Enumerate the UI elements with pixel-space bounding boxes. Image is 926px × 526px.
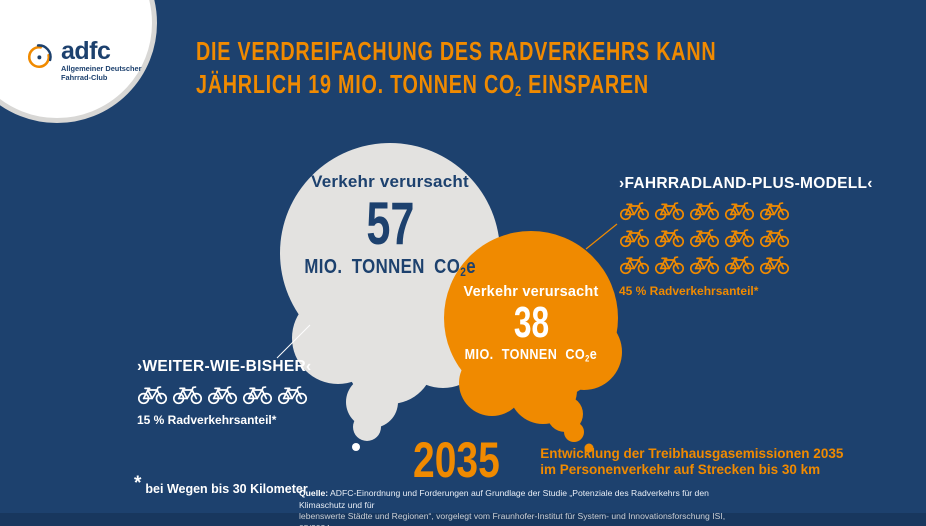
scenario-right-share: 45 % Radverkehrsanteil* <box>619 284 759 298</box>
bicycle-icon <box>724 255 755 275</box>
headline-line1: DIE VERDREIFACHUNG DES RADVERKEHRS KANN <box>196 36 717 66</box>
footnote: * bei Wegen bis 30 Kilometer <box>134 473 308 498</box>
year-description-line2: im Personenverkehr auf Strecken bis 30 k… <box>540 462 821 477</box>
right-connector-line <box>585 223 618 250</box>
footnote-text: bei Wegen bis 30 Kilometer <box>145 482 308 496</box>
adfc-subtitle-line1: Allgemeiner Deutscher <box>61 64 142 73</box>
bicycle-icon <box>689 228 720 248</box>
bicycle-icon <box>759 255 790 275</box>
bubble-current-scenario: Verkehr verursacht 57 MIO. TONNEN CO2e <box>284 172 496 279</box>
bicycle-icon <box>759 201 790 221</box>
bubble-orange-unit: MIO. TONNEN CO2e <box>464 346 598 364</box>
gray-cloud-shape <box>280 143 500 451</box>
year-description: Entwicklung der Treibhausgasemissionen 2… <box>540 446 843 478</box>
bubble-orange-caption: Verkehr verursacht <box>463 284 599 300</box>
adfc-subtitle-line2: Fahrrad-Club <box>61 73 108 82</box>
year-callout: 2035 Entwicklung der Treibhausgasemissio… <box>413 432 843 488</box>
source-line1: Quelle: ADFC-Einordnung und Forderungen … <box>299 488 709 510</box>
bike-pictograms-white <box>137 385 317 405</box>
bubble-gray-caption: Verkehr verursacht <box>311 172 469 191</box>
bottom-shade-band <box>0 513 926 526</box>
bubble-orange-value: 38 <box>513 298 549 347</box>
bicycle-icon <box>619 255 650 275</box>
bicycle-icon <box>277 385 308 405</box>
scenario-weiter-wie-bisher: ›WEITER-WIE-BISHER‹ 15 % Radverkehrsante… <box>137 358 317 427</box>
bicycle-icon <box>654 255 685 275</box>
bicycle-icon <box>137 385 168 405</box>
scenario-fahrradland-plus: ›FAHRRADLAND-PLUS-MODELL‹ 45 % Radverkeh… <box>619 175 873 298</box>
bicycle-icon <box>689 255 720 275</box>
headline: DIE VERDREIFACHUNG DES RADVERKEHRS KANN … <box>196 35 881 109</box>
year-description-line1: Entwicklung der Treibhausgasemissionen 2… <box>540 446 844 461</box>
adfc-wheel-icon <box>28 44 52 68</box>
bicycle-icon <box>724 228 755 248</box>
source-note: Quelle: ADFC-Einordnung und Forderungen … <box>299 488 729 526</box>
bicycle-icon <box>689 201 720 221</box>
bicycle-icon <box>172 385 203 405</box>
scenario-right-label: ›FAHRRADLAND-PLUS-MODELL‹ <box>619 175 873 192</box>
bicycle-icon <box>724 201 755 221</box>
bike-pictograms-orange <box>619 201 797 275</box>
bicycle-icon <box>654 201 685 221</box>
asterisk-marker: * <box>134 473 142 494</box>
bubble-plus-scenario: Verkehr verursacht 38 MIO. TONNEN CO2e <box>447 284 615 363</box>
bicycle-icon <box>759 228 790 248</box>
orange-cloud-shape <box>444 231 622 453</box>
scenario-left-label: ›WEITER-WIE-BISHER‹ <box>137 358 312 375</box>
headline-line2: JÄHRLICH 19 MIO. TONNEN CO2 EINSPAREN <box>196 69 649 101</box>
scenario-left-share: 15 % Radverkehrsanteil* <box>137 413 277 427</box>
bicycle-icon <box>619 228 650 248</box>
bicycle-icon <box>619 201 650 221</box>
bicycle-icon <box>242 385 273 405</box>
bubble-gray-unit: MIO. TONNEN CO2e <box>304 256 476 279</box>
adfc-brand-name: adfc <box>61 37 111 65</box>
bicycle-icon <box>654 228 685 248</box>
bubble-gray-value: 57 <box>365 190 415 257</box>
year-2035: 2035 <box>413 432 500 488</box>
left-connector-line <box>276 324 311 359</box>
adfc-logo-text: adfc Allgemeiner Deutscher Fahrrad-Club <box>61 37 142 83</box>
bicycle-icon <box>207 385 238 405</box>
source-line2: lebenswerte Städte und Regionen“, vorgel… <box>299 511 726 526</box>
